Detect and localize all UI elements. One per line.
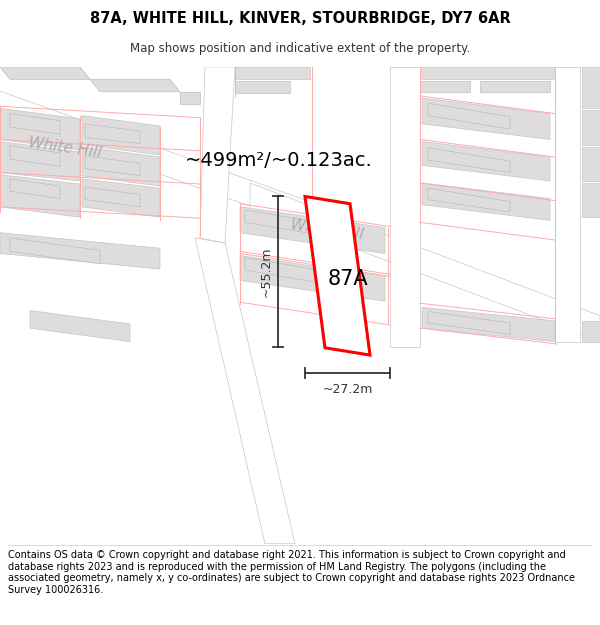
Polygon shape (180, 92, 200, 104)
Polygon shape (480, 81, 550, 92)
Polygon shape (305, 196, 370, 355)
Text: White Hill: White Hill (290, 217, 365, 242)
Polygon shape (30, 311, 130, 342)
Polygon shape (245, 210, 355, 241)
Polygon shape (200, 67, 235, 243)
Text: ~499m²/~0.123ac.: ~499m²/~0.123ac. (185, 151, 373, 169)
Text: Contains OS data © Crown copyright and database right 2021. This information is : Contains OS data © Crown copyright and d… (8, 550, 575, 595)
Text: White Hill: White Hill (28, 135, 103, 160)
Polygon shape (90, 79, 180, 92)
Polygon shape (582, 111, 600, 144)
Polygon shape (422, 98, 550, 139)
Polygon shape (0, 108, 80, 150)
Polygon shape (420, 81, 470, 92)
Text: ~55.2m: ~55.2m (260, 246, 272, 297)
Polygon shape (85, 187, 140, 207)
Polygon shape (0, 175, 80, 218)
Polygon shape (390, 67, 420, 347)
Polygon shape (85, 156, 140, 176)
Polygon shape (10, 146, 60, 166)
Polygon shape (0, 67, 90, 79)
Polygon shape (10, 179, 60, 199)
Polygon shape (422, 308, 555, 342)
Polygon shape (582, 183, 600, 218)
Polygon shape (82, 116, 160, 155)
Text: Map shows position and indicative extent of the property.: Map shows position and indicative extent… (130, 42, 470, 56)
Polygon shape (420, 67, 555, 79)
Polygon shape (195, 238, 295, 544)
Polygon shape (82, 147, 160, 186)
Polygon shape (582, 321, 600, 342)
Polygon shape (0, 232, 160, 269)
Polygon shape (0, 141, 80, 181)
Text: ~27.2m: ~27.2m (322, 382, 373, 396)
Polygon shape (428, 311, 510, 334)
Polygon shape (82, 179, 160, 217)
Polygon shape (10, 114, 60, 134)
Polygon shape (10, 238, 100, 264)
Polygon shape (235, 81, 290, 92)
Polygon shape (582, 67, 600, 108)
Text: 87A, WHITE HILL, KINVER, STOURBRIDGE, DY7 6AR: 87A, WHITE HILL, KINVER, STOURBRIDGE, DY… (89, 11, 511, 26)
Polygon shape (428, 103, 510, 129)
Polygon shape (240, 207, 385, 254)
Polygon shape (428, 148, 510, 173)
Polygon shape (0, 88, 310, 228)
Polygon shape (235, 67, 310, 79)
Polygon shape (422, 183, 550, 220)
Polygon shape (250, 183, 600, 342)
Polygon shape (582, 147, 600, 181)
Polygon shape (422, 141, 550, 181)
Polygon shape (85, 124, 140, 144)
Polygon shape (555, 67, 580, 342)
Text: 87A: 87A (328, 269, 368, 289)
Polygon shape (240, 256, 385, 301)
Polygon shape (428, 188, 510, 212)
Polygon shape (245, 258, 355, 289)
